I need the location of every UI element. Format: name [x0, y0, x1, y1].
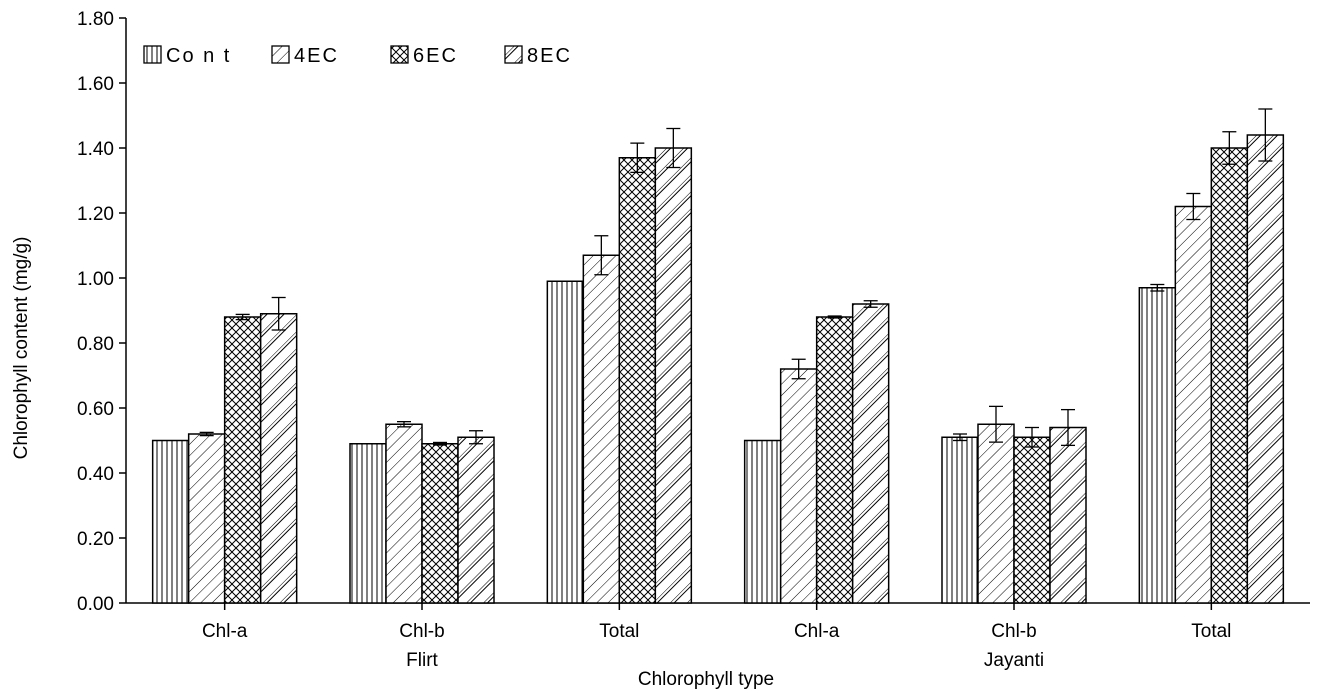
x-tick-label: Total	[1191, 621, 1231, 642]
y-tick-label: 0.20	[77, 529, 114, 550]
y-tick-label: 0.80	[77, 334, 114, 355]
bar-6ec-5	[1210, 147, 1249, 604]
bar-4ec-1	[385, 423, 423, 604]
category-labels: Chl-a Chl-b Total Chl-a Chl-b Total Flirt Jayan…	[202, 621, 1231, 671]
legend: Co n t 4EC 6EC 8EC	[143, 45, 572, 67]
x-tick-label: Chl-a	[794, 621, 840, 642]
group-label: Flirt	[406, 650, 438, 671]
x-axis-title: Chlorophyll type	[638, 669, 774, 690]
y-tick-label: 1.40	[77, 139, 114, 160]
bar-8ec-3	[851, 303, 890, 604]
bar-6ec-1	[421, 443, 459, 604]
legend-swatch	[271, 45, 290, 64]
x-tick-label: Chl-b	[991, 621, 1036, 642]
legend-label: 6EC	[413, 45, 458, 67]
y-axis-title: Chlorophyll content (mg/g)	[11, 237, 32, 460]
bar-6ec-4	[1013, 436, 1051, 604]
bar-cont-2	[546, 280, 585, 604]
legend-label: 4EC	[294, 45, 339, 67]
bar-6ec-2	[618, 157, 657, 604]
bar-6ec-0	[223, 316, 262, 604]
error-bars	[199, 108, 1273, 448]
legend-label: Co n t	[166, 45, 231, 67]
legend-label: 8EC	[527, 45, 572, 67]
bar-8ec-4	[1049, 426, 1087, 604]
axes	[119, 17, 1310, 610]
bar-6ec-3	[815, 316, 854, 604]
y-tick-label: 0.00	[77, 594, 114, 615]
bar-4ec-2	[582, 254, 621, 604]
y-tick-label: 1.60	[77, 74, 114, 95]
y-tick-label: 0.60	[77, 399, 114, 420]
bar-4ec-3	[779, 368, 818, 604]
legend-swatch	[504, 45, 523, 64]
bar-cont-0	[151, 439, 190, 604]
bar-4ec-4	[977, 423, 1015, 604]
y-tick-labels: 0.00 0.20 0.40 0.60 0.80 1.00 1.20 1.40 1.60 1.80	[77, 9, 114, 615]
bar-cont-4	[941, 436, 979, 604]
y-tick-label: 1.80	[77, 9, 114, 30]
bar-8ec-1	[457, 436, 495, 604]
legend-swatch	[390, 45, 409, 64]
x-tick-label: Chl-a	[202, 621, 248, 642]
group-label: Jayanti	[984, 650, 1044, 671]
bar-cont-3	[743, 439, 782, 604]
y-tick-label: 1.00	[77, 269, 114, 290]
y-tick-label: 1.20	[77, 204, 114, 225]
x-tick-label: Total	[599, 621, 639, 642]
bars	[151, 134, 1285, 604]
x-tick-label: Chl-b	[399, 621, 444, 642]
bar-8ec-5	[1246, 134, 1285, 604]
legend-swatch	[143, 45, 162, 64]
bar-cont-1	[349, 443, 387, 604]
y-tick-label: 0.40	[77, 464, 114, 485]
bar-8ec-0	[259, 313, 298, 604]
bar-cont-5	[1138, 287, 1177, 604]
bar-4ec-0	[187, 433, 226, 604]
bar-8ec-2	[654, 147, 693, 604]
bar-4ec-5	[1174, 205, 1213, 604]
